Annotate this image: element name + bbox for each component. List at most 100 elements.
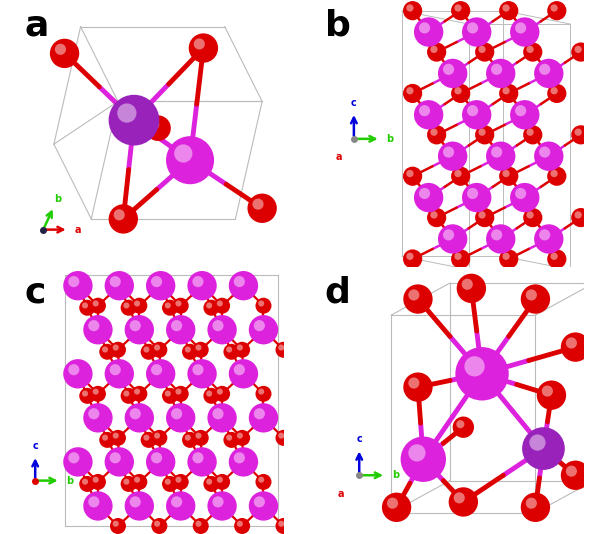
Circle shape <box>401 437 446 482</box>
Circle shape <box>151 364 162 375</box>
Circle shape <box>550 87 558 95</box>
Circle shape <box>454 492 465 504</box>
Circle shape <box>193 452 203 464</box>
Circle shape <box>151 430 167 446</box>
Circle shape <box>502 87 510 95</box>
Circle shape <box>113 521 119 527</box>
Circle shape <box>406 170 413 177</box>
Circle shape <box>247 193 277 223</box>
Circle shape <box>234 452 245 464</box>
Circle shape <box>521 284 550 314</box>
Circle shape <box>438 224 467 254</box>
Circle shape <box>408 378 419 389</box>
Circle shape <box>253 199 263 210</box>
Circle shape <box>68 364 79 375</box>
Circle shape <box>523 208 542 227</box>
Circle shape <box>124 390 130 397</box>
Circle shape <box>187 447 217 476</box>
Text: c: c <box>25 275 46 309</box>
Circle shape <box>166 403 196 433</box>
Circle shape <box>234 518 250 534</box>
Circle shape <box>110 518 126 534</box>
Circle shape <box>154 344 160 351</box>
Circle shape <box>403 84 422 103</box>
Circle shape <box>258 389 264 395</box>
Circle shape <box>134 301 140 307</box>
Circle shape <box>121 388 137 404</box>
Text: a: a <box>74 225 80 234</box>
Circle shape <box>125 315 154 344</box>
Circle shape <box>234 430 250 446</box>
Circle shape <box>166 315 196 344</box>
Circle shape <box>461 279 473 290</box>
Circle shape <box>212 320 224 331</box>
Circle shape <box>550 170 558 177</box>
Circle shape <box>522 427 565 470</box>
Circle shape <box>430 46 437 53</box>
Circle shape <box>534 224 563 254</box>
Circle shape <box>451 84 470 103</box>
Circle shape <box>486 224 515 254</box>
Circle shape <box>547 167 566 186</box>
Circle shape <box>189 33 218 63</box>
Text: b: b <box>325 8 350 42</box>
Circle shape <box>113 433 119 439</box>
Circle shape <box>145 115 171 141</box>
Circle shape <box>110 342 126 358</box>
Circle shape <box>134 389 140 395</box>
Circle shape <box>154 433 160 439</box>
Circle shape <box>104 447 134 476</box>
Circle shape <box>193 342 209 358</box>
Circle shape <box>547 1 566 20</box>
Circle shape <box>443 229 454 240</box>
Circle shape <box>427 125 446 145</box>
Circle shape <box>510 17 539 46</box>
Circle shape <box>214 474 230 490</box>
Circle shape <box>254 320 265 331</box>
Text: b: b <box>66 476 73 485</box>
Circle shape <box>130 408 141 419</box>
Circle shape <box>113 209 125 221</box>
Circle shape <box>146 271 175 300</box>
Circle shape <box>194 38 205 50</box>
Circle shape <box>457 273 486 303</box>
Text: a: a <box>338 489 344 499</box>
Circle shape <box>406 87 413 95</box>
Circle shape <box>146 359 175 389</box>
Circle shape <box>110 430 126 446</box>
Circle shape <box>68 452 79 464</box>
Circle shape <box>92 301 99 307</box>
Circle shape <box>166 491 196 521</box>
Text: a: a <box>335 152 341 162</box>
Circle shape <box>50 38 79 68</box>
Circle shape <box>430 211 437 218</box>
Circle shape <box>166 136 214 184</box>
Circle shape <box>478 46 485 53</box>
Circle shape <box>278 433 284 439</box>
Circle shape <box>175 477 182 483</box>
Circle shape <box>187 359 217 389</box>
Circle shape <box>403 373 433 402</box>
Text: a: a <box>25 8 49 42</box>
Circle shape <box>165 478 171 485</box>
Circle shape <box>256 298 271 314</box>
Circle shape <box>254 408 265 419</box>
Circle shape <box>134 477 140 483</box>
Circle shape <box>449 487 478 517</box>
Circle shape <box>109 95 160 145</box>
Circle shape <box>102 435 108 441</box>
Circle shape <box>165 302 171 309</box>
Circle shape <box>403 1 422 20</box>
Circle shape <box>430 129 437 136</box>
Circle shape <box>414 100 443 129</box>
Circle shape <box>275 430 292 446</box>
Circle shape <box>110 276 121 287</box>
Circle shape <box>462 17 491 46</box>
Circle shape <box>223 432 239 448</box>
Circle shape <box>82 478 88 485</box>
Circle shape <box>258 477 264 483</box>
Circle shape <box>278 344 284 351</box>
Circle shape <box>196 521 202 527</box>
Circle shape <box>510 183 539 212</box>
Circle shape <box>571 208 590 227</box>
